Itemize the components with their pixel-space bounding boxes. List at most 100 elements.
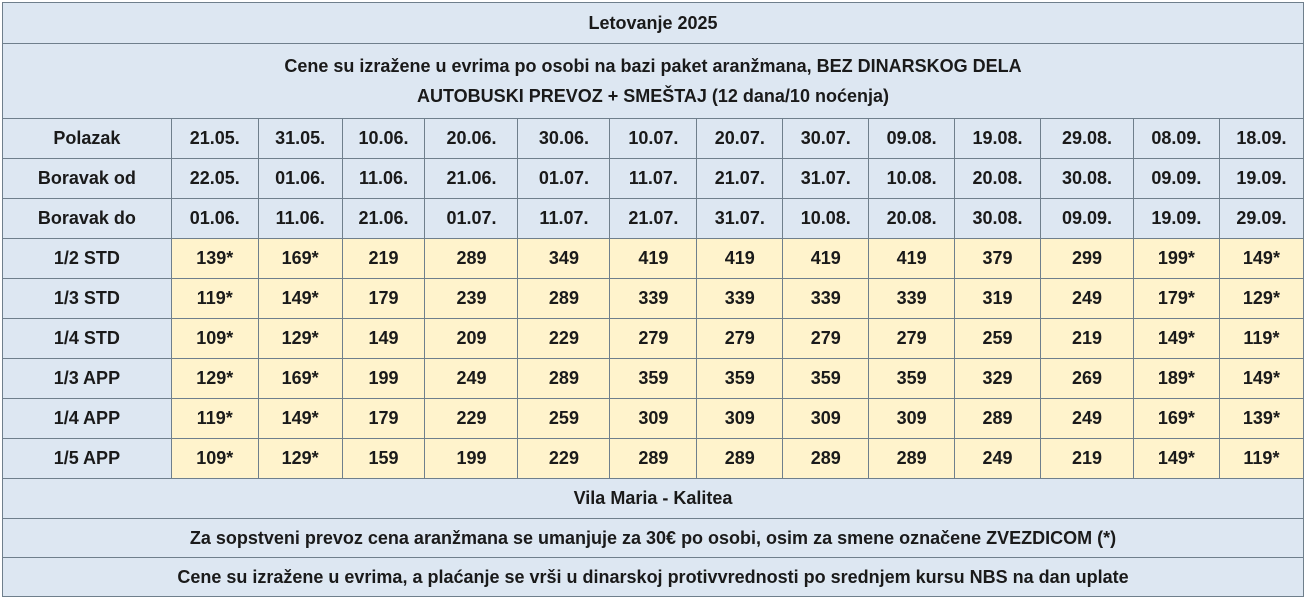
date-cell: 11.06. — [341, 158, 426, 199]
price-cell: 289 — [868, 438, 956, 479]
subtitle-line-2: AUTOBUSKI PREVOZ + SMEŠTAJ (12 dana/10 n… — [417, 86, 889, 106]
price-cell: 289 — [517, 278, 611, 319]
price-cell: 349 — [517, 238, 611, 279]
payment-note: Cene su izražene u evrima, a plaćanje se… — [2, 557, 1304, 597]
price-cell: 189* — [1132, 358, 1220, 399]
price-cell: 289 — [517, 358, 611, 399]
date-cell: 10.07. — [609, 118, 698, 159]
date-cell: 31.05. — [257, 118, 343, 159]
price-cell: 239 — [424, 278, 519, 319]
header-row: Polazak 21.05. 31.05. 10.06. 20.06. 30.06. 10.… — [2, 118, 1305, 159]
price-cell: 119* — [170, 278, 259, 319]
table-subtitle: Cene su izražene u evrima po osobi na ba… — [2, 43, 1304, 119]
price-cell: 199 — [341, 358, 426, 399]
price-cell: 329 — [954, 358, 1041, 399]
price-cell: 199* — [1132, 238, 1220, 279]
price-cell: 279 — [782, 318, 870, 359]
price-cell: 359 — [609, 358, 698, 399]
price-cell: 339 — [609, 278, 698, 319]
price-cell: 159 — [341, 438, 426, 479]
price-row: 1/4 APP 119* 149* 179 229 259 309 309 309 309 289 2… — [2, 398, 1305, 439]
price-cell: 109* — [170, 318, 259, 359]
room-type-label: 1/3 STD — [2, 278, 172, 319]
price-cell: 309 — [696, 398, 784, 439]
price-cell: 139* — [170, 238, 259, 279]
subtitle-line-1: Cene su izražene u evrima po osobi na ba… — [284, 56, 1022, 76]
transport-note-row: Za sopstveni prevoz cena aranžmana se um… — [2, 518, 1304, 558]
price-cell: 129* — [257, 318, 343, 359]
price-cell: 359 — [782, 358, 870, 399]
price-cell: 249 — [424, 358, 519, 399]
date-cell: 10.08. — [868, 158, 956, 199]
date-cell: 01.06. — [170, 198, 259, 239]
date-cell: 08.09. — [1132, 118, 1220, 159]
price-cell: 149* — [257, 398, 343, 439]
price-row: 1/2 STD 139* 169* 219 289 349 419 419 419 419 379 2… — [2, 238, 1305, 279]
price-cell: 179 — [341, 278, 426, 319]
villa-row: Vila Maria - Kalitea — [2, 478, 1304, 519]
table-title: Letovanje 2025 — [2, 2, 1304, 44]
price-cell: 139* — [1218, 398, 1305, 439]
price-cell: 309 — [609, 398, 698, 439]
price-row: 1/3 STD 119* 149* 179 239 289 339 339 339 339 319 2… — [2, 278, 1305, 319]
price-cell: 249 — [1039, 278, 1134, 319]
price-cell: 309 — [782, 398, 870, 439]
date-cell: 30.06. — [517, 118, 611, 159]
price-cell: 219 — [1039, 318, 1134, 359]
price-cell: 419 — [609, 238, 698, 279]
price-cell: 129* — [1218, 278, 1305, 319]
header-row: Boravak do 01.06. 11.06. 21.06. 01.07. 11.07.… — [2, 198, 1305, 239]
price-cell: 319 — [954, 278, 1041, 319]
price-cell: 279 — [696, 318, 784, 359]
price-cell: 289 — [609, 438, 698, 479]
title-row: Letovanje 2025 — [2, 2, 1304, 44]
price-cell: 419 — [868, 238, 956, 279]
date-cell: 20.08. — [954, 158, 1041, 199]
room-type-label: 1/3 APP — [2, 358, 172, 399]
date-cell: 20.07. — [696, 118, 784, 159]
price-cell: 289 — [424, 238, 519, 279]
date-cell: 01.07. — [424, 198, 519, 239]
price-cell: 219 — [1039, 438, 1134, 479]
date-cell: 21.06. — [424, 158, 519, 199]
date-cell: 30.08. — [954, 198, 1041, 239]
room-type-label: 1/2 STD — [2, 238, 172, 279]
date-cell: 31.07. — [696, 198, 784, 239]
price-cell: 279 — [609, 318, 698, 359]
price-cell: 129* — [257, 438, 343, 479]
date-cell: 30.07. — [782, 118, 870, 159]
date-cell: 09.08. — [868, 118, 956, 159]
price-cell: 229 — [517, 438, 611, 479]
room-type-label: 1/4 APP — [2, 398, 172, 439]
price-cell: 179* — [1132, 278, 1220, 319]
price-cell: 209 — [424, 318, 519, 359]
header-row-label: Polazak — [2, 118, 172, 159]
price-cell: 269 — [1039, 358, 1134, 399]
price-cell: 149* — [1218, 358, 1305, 399]
date-cell: 09.09. — [1039, 198, 1134, 239]
price-cell: 169* — [257, 238, 343, 279]
room-type-label: 1/5 APP — [2, 438, 172, 479]
price-cell: 339 — [696, 278, 784, 319]
price-cell: 259 — [954, 318, 1041, 359]
price-cell: 179 — [341, 398, 426, 439]
date-cell: 11.06. — [257, 198, 343, 239]
date-cell: 21.05. — [170, 118, 259, 159]
date-cell: 20.06. — [424, 118, 519, 159]
price-cell: 149* — [1132, 438, 1220, 479]
price-cell: 169* — [1132, 398, 1220, 439]
date-cell: 01.07. — [517, 158, 611, 199]
date-cell: 29.08. — [1039, 118, 1134, 159]
date-cell: 21.07. — [696, 158, 784, 199]
price-cell: 379 — [954, 238, 1041, 279]
price-cell: 359 — [868, 358, 956, 399]
price-cell: 119* — [1218, 318, 1305, 359]
payment-note-row: Cene su izražene u evrima, a plaćanje se… — [2, 557, 1304, 597]
price-cell: 359 — [696, 358, 784, 399]
price-cell: 219 — [341, 238, 426, 279]
price-cell: 169* — [257, 358, 343, 399]
date-cell: 30.08. — [1039, 158, 1134, 199]
price-row: 1/4 STD 109* 129* 149 209 229 279 279 279 279 259 2… — [2, 318, 1305, 359]
price-cell: 419 — [782, 238, 870, 279]
price-cell: 199 — [424, 438, 519, 479]
